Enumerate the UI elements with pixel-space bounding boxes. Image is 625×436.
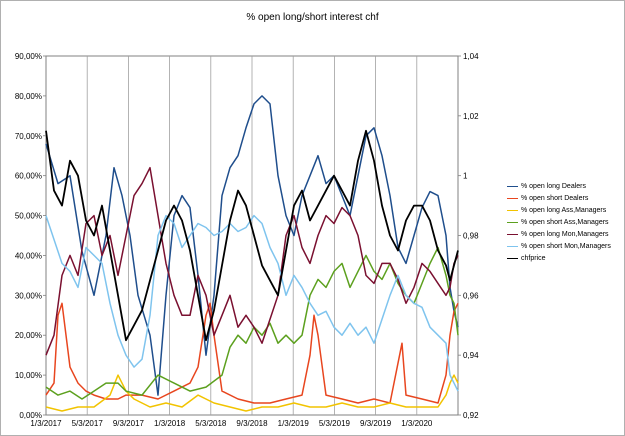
legend-item: % open short Mon,Managers [507,241,625,253]
chart-title: % open long/short interest chf [246,12,379,23]
y-right-tick-label: 0,96 [463,291,479,300]
series-layer [45,95,459,412]
legend-item: % open long Dealers [507,181,625,193]
legend-item: chfprice [507,253,625,265]
legend-swatch [507,245,518,247]
y-right-tick-label: 1,04 [463,52,479,61]
legend-item: % open short Ass,Managers [507,217,625,229]
x-tick-label: 9/3/2017 [113,419,145,428]
y-left-tick-label: 70,00% [15,132,42,141]
series-line-1 [45,302,459,404]
legend-item: % open long Ass,Managers [507,205,625,217]
x-tick-label: 5/3/2017 [72,419,104,428]
legend-swatch [507,185,518,187]
legend-label: % open short Dealers [521,195,589,202]
legend-item: % open short Dealers [507,193,625,205]
legend-label: % open long Mon,Managers [521,231,609,238]
legend-swatch [507,233,518,235]
y-left-tick-label: 10,00% [15,371,42,380]
x-tick-label: 9/3/2018 [236,419,268,428]
series-line-4 [45,166,459,356]
y-left-tick-label: 50,00% [15,212,42,221]
series-line-6 [45,129,459,342]
y-right-tick-label: 0,94 [463,351,479,360]
x-tick-label: 1/3/2020 [401,419,433,428]
series-line-0 [45,95,459,396]
x-tick-label: 1/3/2019 [278,419,310,428]
legend-swatch [507,257,518,259]
y-left-tick-label: 80,00% [15,92,42,101]
y-left-tick-label: 60,00% [15,172,42,181]
y-right-tick-label: 1,02 [463,112,479,121]
series-line-2 [45,374,459,412]
legend-label: % open short Ass,Managers [521,219,609,226]
legend: % open long Dealers % open short Dealers%… [507,181,625,265]
x-tick-label: 5/3/2018 [195,419,227,428]
x-tick-label: 9/3/2019 [360,419,392,428]
y-left-tick-label: 40,00% [15,251,42,260]
legend-label: % open long Dealers [521,183,586,190]
legend-swatch [507,197,518,199]
legend-label: chfprice [521,255,546,262]
y-left-tick-label: 0,00% [19,411,42,420]
legend-swatch [507,209,518,211]
y-left-tick-label: 20,00% [15,331,42,340]
x-tick-label: 5/3/2019 [319,419,351,428]
legend-label: % open short Mon,Managers [521,243,611,250]
y-left-tick-label: 90,00% [15,52,42,61]
y-left-tick-label: 30,00% [15,291,42,300]
y-right-tick-label: 1 [463,172,468,181]
legend-item: % open long Mon,Managers [507,229,625,241]
series-line-5 [45,214,459,392]
legend-swatch [507,221,518,223]
y-right-tick-label: 0,92 [463,411,479,420]
x-tick-label: 1/3/2018 [154,419,186,428]
x-tick-label: 1/3/2017 [30,419,62,428]
y-right-tick-label: 0,98 [463,232,479,241]
legend-label: % open long Ass,Managers [521,207,607,214]
axis-layer: 1/3/2017 5/3/2017 9/3/2017 1/3/2018 5/3/2018… [15,52,479,428]
